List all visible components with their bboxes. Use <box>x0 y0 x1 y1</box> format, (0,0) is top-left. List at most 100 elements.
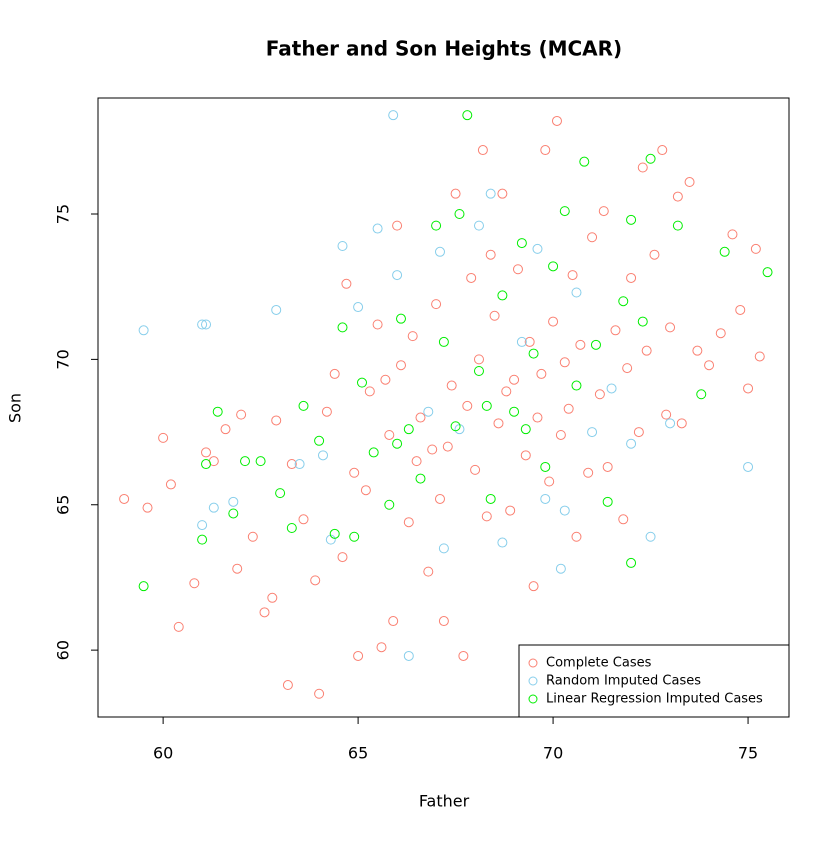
point <box>415 473 426 484</box>
point <box>528 581 539 592</box>
point <box>559 357 570 368</box>
point <box>598 206 609 217</box>
point <box>661 409 672 420</box>
point <box>208 502 219 513</box>
point <box>540 461 551 472</box>
point <box>520 424 531 435</box>
point <box>415 412 426 423</box>
point <box>528 348 539 359</box>
point <box>641 345 652 356</box>
point <box>532 243 543 254</box>
point <box>384 499 395 510</box>
point <box>271 304 282 315</box>
point <box>349 531 360 542</box>
point <box>380 374 391 385</box>
point <box>388 110 399 121</box>
legend-label: Random Imputed Cases <box>546 674 701 689</box>
point <box>489 310 500 321</box>
y-tick-label: 70 <box>54 349 73 369</box>
point <box>450 188 461 199</box>
point <box>563 403 574 414</box>
point <box>626 438 637 449</box>
point <box>438 336 449 347</box>
point <box>423 406 434 417</box>
point <box>477 145 488 156</box>
point <box>462 110 473 121</box>
point <box>649 249 660 260</box>
x-axis-label: Father <box>419 792 470 811</box>
x-tick-label: 75 <box>738 744 758 763</box>
point <box>286 523 297 534</box>
point <box>540 493 551 504</box>
point <box>395 360 406 371</box>
point <box>388 616 399 627</box>
point <box>602 496 613 507</box>
point <box>637 316 648 327</box>
point <box>743 383 754 394</box>
point <box>665 322 676 333</box>
point <box>267 592 278 603</box>
point <box>672 191 683 202</box>
point <box>314 688 325 699</box>
point <box>485 188 496 199</box>
point <box>321 406 332 417</box>
point <box>282 680 293 691</box>
point <box>594 389 605 400</box>
point <box>501 386 512 397</box>
point <box>368 447 379 458</box>
point <box>618 296 629 307</box>
point <box>314 435 325 446</box>
point <box>684 177 695 188</box>
point <box>236 409 247 420</box>
point <box>407 331 418 342</box>
point <box>715 328 726 339</box>
point <box>743 461 754 472</box>
point <box>247 531 258 542</box>
point <box>173 621 184 632</box>
point <box>704 360 715 371</box>
point <box>201 447 212 458</box>
legend-label: Linear Regression Imputed Cases <box>546 692 763 707</box>
point <box>142 502 153 513</box>
y-tick-label: 65 <box>54 495 73 515</box>
point <box>201 319 212 330</box>
y-tick-label: 60 <box>54 640 73 660</box>
point <box>532 412 543 423</box>
y-tick-label: 75 <box>54 204 73 224</box>
point <box>536 368 547 379</box>
point <box>485 493 496 504</box>
point <box>555 563 566 574</box>
point <box>555 429 566 440</box>
point <box>719 246 730 257</box>
point <box>434 246 445 257</box>
point <box>590 339 601 350</box>
point <box>696 389 707 400</box>
point <box>544 476 555 487</box>
point <box>403 424 414 435</box>
point <box>466 272 477 283</box>
point <box>438 616 449 627</box>
point <box>579 156 590 167</box>
legend-label: Complete Cases <box>546 656 652 671</box>
point <box>372 223 383 234</box>
point <box>497 537 508 548</box>
point <box>259 607 270 618</box>
point <box>657 145 668 156</box>
point <box>571 531 582 542</box>
point <box>618 514 629 525</box>
point <box>353 302 364 313</box>
point <box>727 229 738 240</box>
point <box>228 496 239 507</box>
point <box>692 345 703 356</box>
point <box>735 304 746 315</box>
point <box>559 505 570 516</box>
point <box>626 272 637 283</box>
point <box>158 432 169 443</box>
point <box>427 444 438 455</box>
point <box>431 220 442 231</box>
point <box>470 464 481 475</box>
x-tick-label: 70 <box>543 744 563 763</box>
point <box>165 479 176 490</box>
point <box>462 400 473 411</box>
